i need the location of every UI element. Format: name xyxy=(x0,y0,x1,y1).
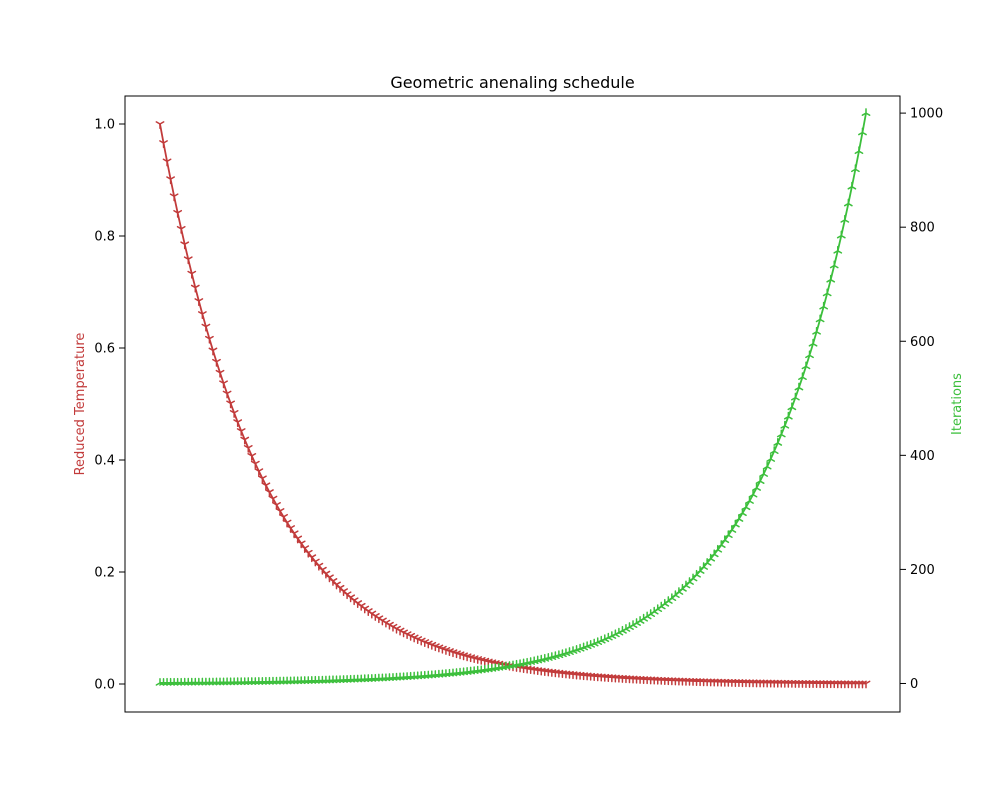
iterations-point xyxy=(745,496,754,504)
temperature-point xyxy=(226,400,236,409)
left-axis-label: Reduced Temperature xyxy=(73,333,88,476)
iterations-point xyxy=(826,274,836,283)
temperature-point xyxy=(205,335,214,344)
iterations-point xyxy=(851,164,860,173)
iterations-point xyxy=(776,429,786,438)
iterations-point xyxy=(858,127,867,136)
iterations-point xyxy=(861,108,871,116)
left-y-axis: 0.0 0.2 0.4 0.6 0.8 1.0 xyxy=(94,118,125,693)
temperature-point xyxy=(265,489,274,497)
iterations-point xyxy=(801,361,811,370)
temperature-point xyxy=(183,256,193,265)
iterations-point xyxy=(843,198,853,207)
iterations-point xyxy=(787,402,797,411)
temperature-point xyxy=(201,323,211,332)
temperature-point xyxy=(166,176,175,185)
temperature-point xyxy=(240,436,250,445)
iterations-point xyxy=(783,411,793,420)
right-axis-label: Iterations xyxy=(950,373,965,435)
temperature-point xyxy=(861,680,871,689)
iterations-point xyxy=(794,382,804,391)
temperature-point xyxy=(187,270,197,279)
temperature-point xyxy=(212,358,221,367)
right-axis-tick-label: 1000 xyxy=(910,107,943,122)
temperature-point xyxy=(261,482,271,491)
temperature-point xyxy=(233,419,243,428)
temperature-point xyxy=(236,428,246,436)
temperature-point xyxy=(176,225,186,234)
iterations-point xyxy=(822,288,832,297)
iterations-point xyxy=(755,476,765,484)
temperature-point xyxy=(173,209,183,218)
iterations-point xyxy=(815,314,825,323)
temperature-point xyxy=(250,460,260,469)
iterations-series xyxy=(155,108,871,686)
iterations-point xyxy=(762,461,772,470)
temperature-point xyxy=(197,311,207,319)
left-axis-tick-label: 0.0 xyxy=(94,678,115,693)
iterations-point xyxy=(854,146,864,155)
right-axis-tick-label: 200 xyxy=(910,563,935,578)
temperature-point xyxy=(180,241,190,250)
temperature-point xyxy=(219,380,228,389)
left-axis-tick-label: 0.4 xyxy=(94,454,115,469)
iterations-point xyxy=(766,454,776,462)
chart-title: Geometric anenaling schedule xyxy=(390,73,634,92)
iterations-point xyxy=(752,483,761,491)
left-axis-tick-label: 0.2 xyxy=(94,566,115,581)
iterations-point xyxy=(847,181,857,190)
iterations-point xyxy=(790,392,800,401)
iterations-point xyxy=(819,301,829,310)
temperature-point xyxy=(194,298,204,306)
iterations-point xyxy=(805,350,814,359)
iterations-point xyxy=(748,489,758,498)
temperature-point xyxy=(208,347,218,356)
temperature-point xyxy=(215,369,225,378)
temperature-point xyxy=(243,445,253,453)
temperature-point xyxy=(169,193,179,202)
iterations-point xyxy=(780,420,790,429)
left-axis-tick-label: 0.6 xyxy=(94,342,115,357)
temperature-point xyxy=(229,410,239,418)
right-axis-tick-label: 800 xyxy=(910,221,935,236)
left-axis-tick-label: 1.0 xyxy=(94,118,115,133)
temperature-point xyxy=(257,475,267,484)
iterations-point xyxy=(840,214,850,223)
series-layer xyxy=(155,108,871,689)
temperature-point xyxy=(222,390,232,399)
iterations-point xyxy=(836,230,846,239)
right-y-axis: 0 200 400 600 800 1000 xyxy=(900,107,943,692)
temperature-point xyxy=(190,284,200,293)
iterations-point xyxy=(833,245,843,254)
iterations-point xyxy=(812,326,821,335)
temperature-point xyxy=(155,121,165,129)
iterations-point xyxy=(829,260,839,269)
temperature-point xyxy=(159,140,168,148)
plot-area xyxy=(124,95,901,713)
left-axis-tick-label: 0.8 xyxy=(94,230,115,245)
iterations-point xyxy=(808,338,818,347)
iterations-point xyxy=(773,438,783,446)
right-axis-tick-label: 0 xyxy=(910,677,918,692)
temperature-point xyxy=(162,158,172,167)
right-axis-tick-label: 600 xyxy=(910,335,935,350)
iterations-point xyxy=(798,372,807,381)
iterations-point xyxy=(769,446,779,454)
right-axis-tick-label: 400 xyxy=(910,449,935,464)
temperature-point xyxy=(247,453,257,461)
temperature-point xyxy=(254,468,264,477)
iterations-point xyxy=(759,469,769,477)
plot-frame xyxy=(124,95,901,713)
